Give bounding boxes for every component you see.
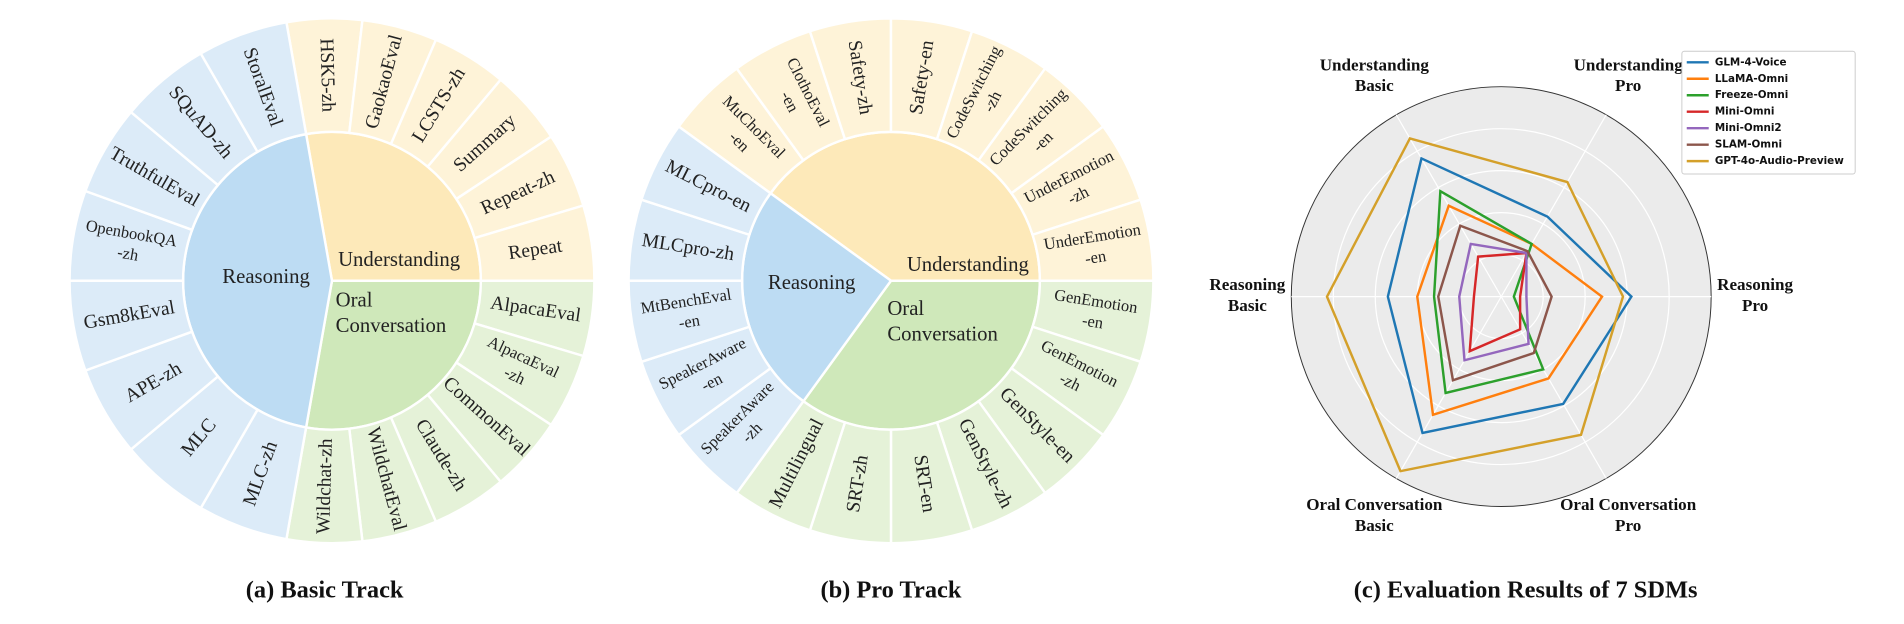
axis-label: Reasoning [1209, 275, 1285, 294]
spoke [1395, 296, 1502, 479]
axis-label: Reasoning [1717, 275, 1793, 294]
group-label: Understanding [338, 249, 460, 271]
group-label: Conversation [887, 323, 998, 345]
spoke [1500, 296, 1607, 479]
axis-label: Pro [1615, 76, 1641, 95]
group-label: Reasoning [768, 272, 856, 294]
task-segment [199, 20, 308, 154]
group-label: Conversation [336, 315, 447, 337]
series-line [1386, 156, 1633, 435]
task-label-line: HSK5-zh [315, 38, 338, 113]
group-label: Understanding [907, 254, 1029, 276]
series-line [1458, 242, 1530, 362]
chart-title: (c) Evaluation Results of 7 SDMs [1354, 577, 1698, 604]
spoke [1500, 114, 1607, 297]
task-label-line: -en [677, 310, 701, 332]
legend-label: Mini-Omni [1715, 106, 1775, 118]
axis-label: Basic [1228, 296, 1267, 315]
legend-label: GPT-4o-Audio-Preview [1715, 155, 1844, 167]
axis-label: Pro [1742, 296, 1768, 315]
axis-label: Oral Conversation [1306, 495, 1443, 514]
series-line [1436, 224, 1553, 382]
task-label-line: -zh [116, 242, 141, 264]
group-label: Oral [887, 298, 924, 320]
axis-label: Basic [1355, 516, 1394, 535]
legend-label: Mini-Omni2 [1715, 122, 1782, 134]
task-label: Wildchat-zh [313, 438, 337, 534]
task-label-line: -en [1081, 310, 1105, 332]
legend-label: LLaMA-Omni [1715, 73, 1788, 85]
legend-label: Freeze-Omni [1715, 89, 1788, 101]
task-label-line: -en [1084, 246, 1108, 268]
group-label: Reasoning [222, 266, 310, 288]
task-label: HSK5-zh [315, 38, 338, 113]
axis-label: Understanding [1574, 55, 1684, 74]
axis-label: Basic [1355, 76, 1394, 95]
series-line [1432, 189, 1545, 395]
axis-label: Oral Conversation [1560, 495, 1697, 514]
group-label: Oral [336, 289, 373, 311]
task-segment [639, 124, 773, 237]
task-label-line: Wildchat-zh [313, 438, 337, 534]
legend-box [1681, 50, 1856, 175]
legend-label: SLAM-Omni [1715, 139, 1782, 151]
caption: (a) Basic Track [246, 577, 404, 604]
series-line [1325, 137, 1625, 473]
axis-label: Pro [1615, 516, 1641, 535]
axis-label: Understanding [1320, 55, 1430, 74]
legend-label: GLM-4-Voice [1715, 56, 1787, 68]
caption: (b) Pro Track [820, 577, 961, 604]
